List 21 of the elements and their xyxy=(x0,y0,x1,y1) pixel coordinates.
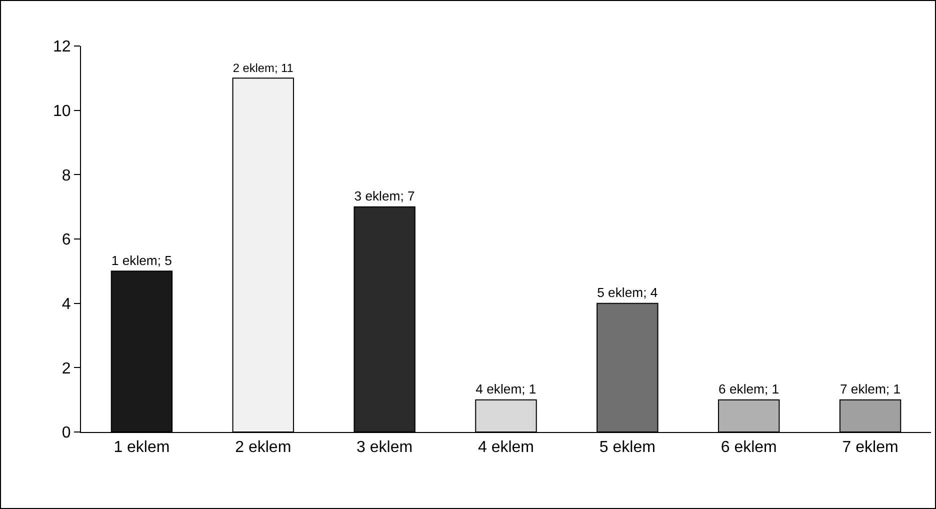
x-tick-label: 4 eklem xyxy=(478,439,534,456)
y-tick-label: 12 xyxy=(53,38,71,56)
y-tick-label: 8 xyxy=(62,167,71,184)
y-tick-label: 6 xyxy=(62,232,71,249)
y-tick-label: 0 xyxy=(62,424,71,442)
x-tick-label: 5 eklem xyxy=(599,439,656,456)
x-tick-label: 7 eklem xyxy=(842,439,898,456)
y-tick-label: 10 xyxy=(53,102,71,120)
data-label: 4 eklem; 1 xyxy=(476,382,536,397)
data-label: 5 eklem; 4 xyxy=(597,285,658,300)
data-label: 7 eklem; 1 xyxy=(840,382,901,397)
y-tick-label: 2 xyxy=(62,360,71,378)
x-tick-label: 1 eklem xyxy=(114,439,170,456)
data-label: 1 eklem; 5 xyxy=(111,252,172,268)
x-tick-label: 2 eklem xyxy=(235,439,292,456)
x-tick-label: 3 eklem xyxy=(356,439,413,456)
data-label: 6 eklem; 1 xyxy=(718,382,780,397)
y-tick-label: 4 xyxy=(62,296,71,313)
data-label: 2 eklem; 11 xyxy=(232,61,294,76)
x-tick-label: 6 eklem xyxy=(720,439,777,456)
data-label: 3 eklem; 7 xyxy=(354,188,415,204)
